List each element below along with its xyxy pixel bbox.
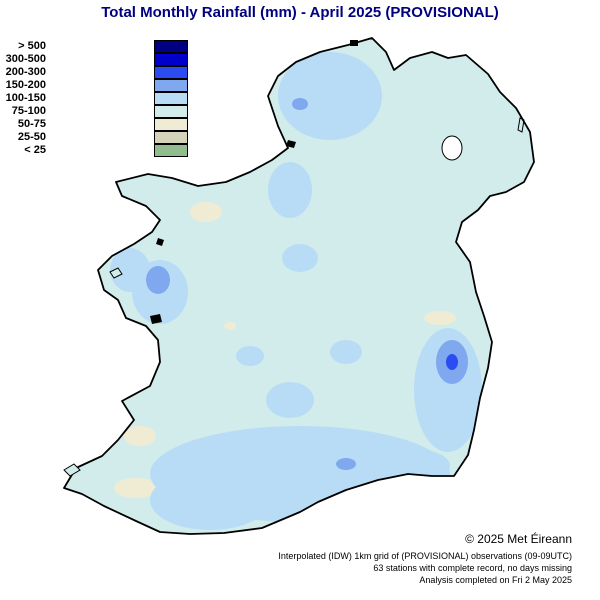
analysis-note: Analysis completed on Fri 2 May 2025	[419, 575, 572, 585]
analysis-notes: Interpolated (IDW) 1km grid of (PROVISIO…	[278, 550, 572, 586]
legend-swatch	[154, 92, 188, 105]
legend-label: 25-50	[17, 131, 46, 143]
copyright: © 2025 Met Éireann	[465, 532, 572, 546]
legend-label: 300-500	[5, 53, 46, 65]
legend-label: 75-100	[11, 105, 46, 117]
legend-label: 100-150	[5, 92, 46, 104]
legend-label: < 25	[24, 144, 46, 156]
legend-swatch	[154, 144, 188, 157]
legend-swatch	[154, 79, 188, 92]
analysis-note: 63 stations with complete record, no day…	[373, 563, 572, 573]
legend-swatch	[154, 40, 188, 53]
legend-swatch	[154, 105, 188, 118]
analysis-note: Interpolated (IDW) 1km grid of (PROVISIO…	[278, 551, 572, 561]
legend-swatch	[154, 131, 188, 144]
legend-label: > 500	[18, 40, 46, 52]
legend-swatch	[154, 118, 188, 131]
legend-label: 150-200	[5, 79, 46, 91]
legend-label: 50-75	[17, 118, 46, 130]
legend-swatch	[154, 53, 188, 66]
legend-swatch	[154, 66, 188, 79]
map-title: Total Monthly Rainfall (mm) - April 2025…	[101, 4, 499, 21]
legend-label: 200-300	[5, 66, 46, 78]
